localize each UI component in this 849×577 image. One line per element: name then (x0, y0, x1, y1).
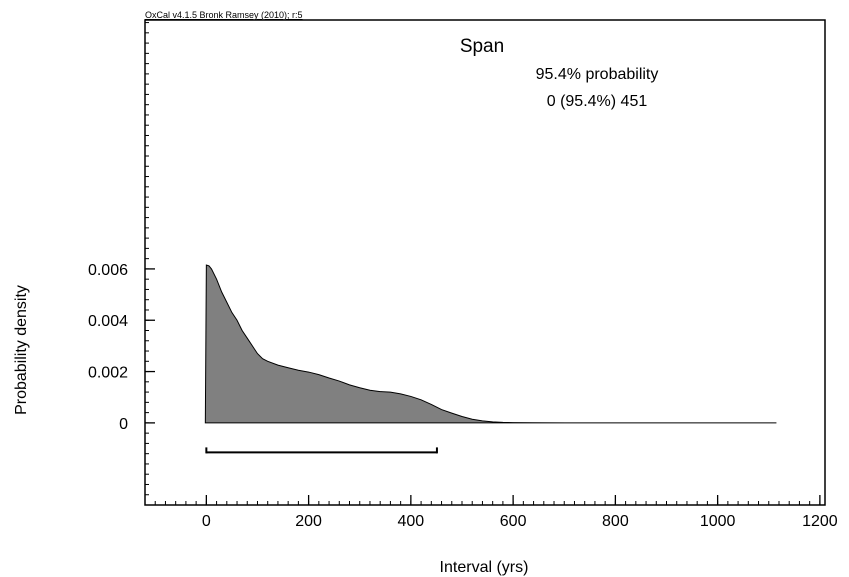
probability-annotation: 95.4% probability (536, 66, 659, 83)
density-area (204, 264, 777, 424)
y-tick-label: 0 (119, 416, 128, 433)
plot-area (204, 264, 777, 454)
plot-frame (144, 19, 826, 506)
x-tick-label: 200 (295, 513, 322, 530)
x-tick-label: 1000 (700, 513, 736, 530)
y-axis-label: Probability density (13, 285, 30, 415)
chart-title: Span (460, 36, 504, 57)
y-tick-label: 0.002 (88, 365, 128, 382)
x-tick-label: 800 (602, 513, 629, 530)
header-note: OxCal v4.1.5 Bronk Ramsey (2010); r:5 (145, 10, 303, 20)
y-axis: 0 0.002 0.004 0.006 (88, 22, 155, 506)
range-annotation: 0 (95.4%) 451 (547, 93, 648, 110)
x-axis-label: Interval (yrs) (440, 559, 529, 576)
x-tick-label: 600 (500, 513, 527, 530)
y-tick-label: 0.004 (88, 313, 128, 330)
x-tick-label: 400 (398, 513, 425, 530)
x-tick-label: 0 (202, 513, 211, 530)
x-tick-label: 1200 (802, 513, 838, 530)
y-tick-label: 0.006 (88, 262, 128, 279)
x-axis: 0 200 400 600 800 1000 1200 (144, 495, 838, 530)
